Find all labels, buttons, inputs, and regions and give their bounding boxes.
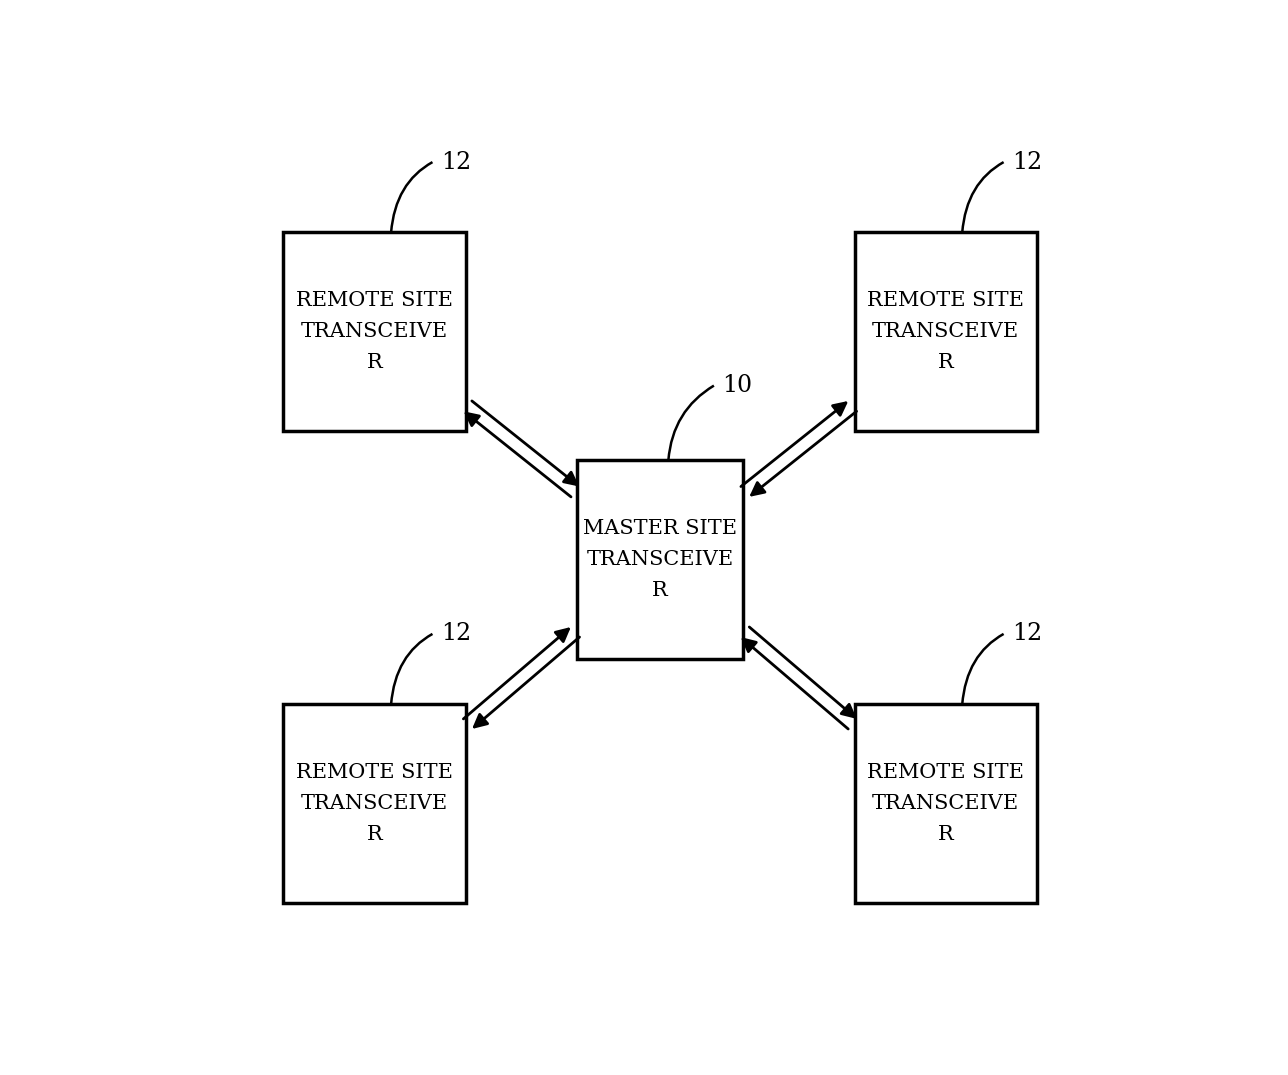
Text: 12: 12	[440, 622, 471, 645]
Text: 12: 12	[440, 151, 471, 173]
Bar	[855, 232, 1037, 431]
Bar	[577, 460, 743, 659]
Text: 12: 12	[1012, 151, 1042, 173]
Text: REMOTE SITE
TRANSCEIVE
R: REMOTE SITE TRANSCEIVE R	[867, 291, 1024, 372]
Bar	[283, 232, 465, 431]
Text: MASTER SITE
TRANSCEIVE
R: MASTER SITE TRANSCEIVE R	[583, 519, 737, 600]
Bar	[855, 704, 1037, 903]
Bar	[283, 704, 465, 903]
Text: REMOTE SITE
TRANSCEIVE
R: REMOTE SITE TRANSCEIVE R	[296, 291, 453, 372]
Text: 10: 10	[723, 374, 752, 397]
Text: REMOTE SITE
TRANSCEIVE
R: REMOTE SITE TRANSCEIVE R	[296, 763, 453, 844]
Text: REMOTE SITE
TRANSCEIVE
R: REMOTE SITE TRANSCEIVE R	[867, 763, 1024, 844]
Text: 12: 12	[1012, 622, 1042, 645]
